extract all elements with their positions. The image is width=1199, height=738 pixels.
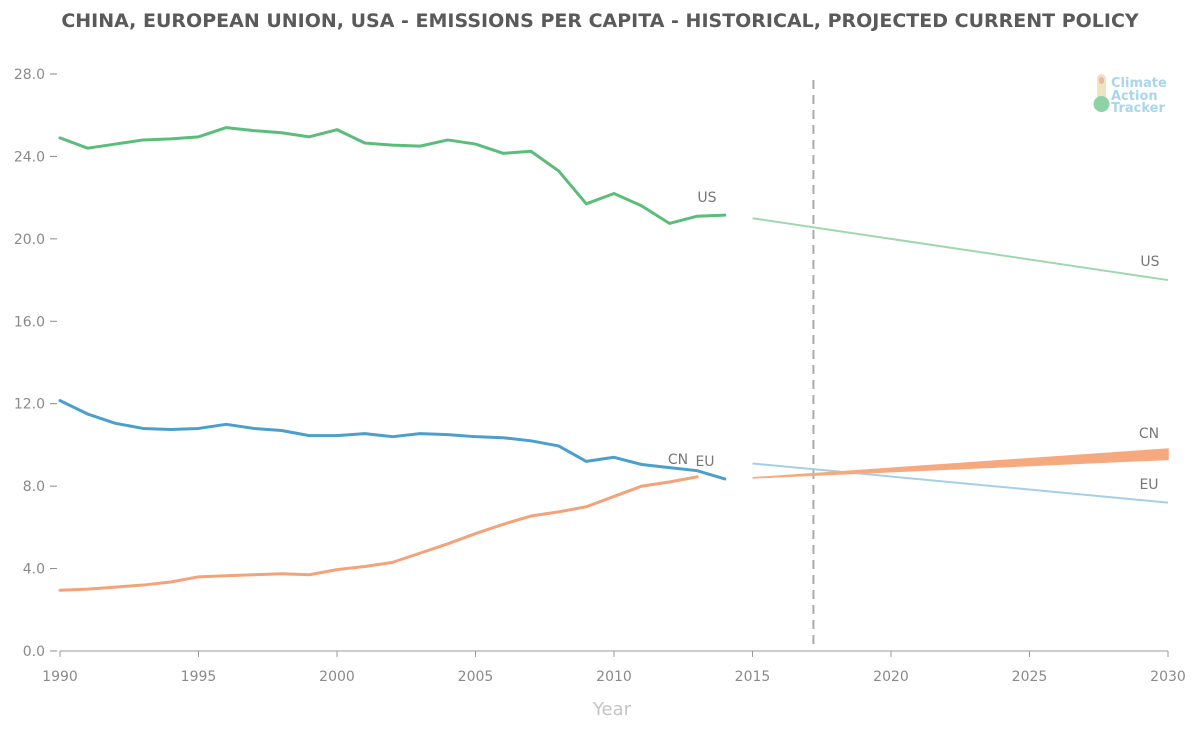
- x-tick-label: 2000: [319, 669, 355, 685]
- logo-text-line2: Action: [1111, 89, 1158, 104]
- projection-line-eu: [752, 462, 1169, 504]
- series-label-us-projected: US: [1140, 254, 1159, 270]
- series-label-us-historical: US: [697, 190, 716, 206]
- x-tick-label: 2020: [873, 669, 909, 685]
- projections-layer: [752, 217, 1169, 504]
- series-line-cn: [58, 475, 699, 592]
- projection-line-us: [752, 217, 1169, 282]
- thermometer-icon: [1093, 74, 1110, 112]
- historical-layer: [58, 126, 727, 592]
- logo-text-line1: Climate: [1111, 76, 1167, 91]
- logo-text-line3: Tracker: [1111, 101, 1165, 116]
- series-line-eu: [58, 399, 727, 481]
- y-tick-label: 16.0: [14, 314, 45, 330]
- x-tick-label: 2005: [458, 669, 494, 685]
- x-tick-label: 2025: [1012, 669, 1048, 685]
- projection-band-cn: [752, 448, 1169, 479]
- x-axis-title: Year: [592, 699, 632, 720]
- y-tick-label: 8.0: [23, 479, 45, 495]
- x-tick-label: 1990: [42, 669, 78, 685]
- series-label-cn-historical: CN: [668, 452, 688, 468]
- series-label-eu-projected: EU: [1139, 477, 1158, 493]
- climate-action-tracker-logo: Climate Action Tracker: [1093, 74, 1167, 116]
- x-tick-label: 2030: [1150, 669, 1186, 685]
- y-tick-label: 0.0: [23, 644, 45, 660]
- x-tick-label: 1995: [181, 669, 217, 685]
- y-axis: 0.0 4.0 8.0 12.0 16.0 20.0 24.0 28.0: [14, 67, 57, 660]
- series-label-eu-historical: EU: [695, 454, 714, 470]
- y-tick-label: 4.0: [23, 562, 45, 578]
- y-tick-label: 12.0: [14, 397, 45, 413]
- y-tick-label: 24.0: [14, 149, 45, 165]
- series-line-us: [58, 126, 727, 225]
- x-tick-label: 2015: [735, 669, 771, 685]
- series-label-cn-projected: CN: [1139, 426, 1159, 442]
- x-tick-label: 2010: [596, 669, 632, 685]
- x-axis: 1990 1995 2000 2005 2010 2015 2020 2025 2030: [42, 650, 1186, 685]
- chart-title: CHINA, EUROPEAN UNION, USA - EMISSIONS P…: [61, 10, 1139, 32]
- y-tick-label: 20.0: [14, 232, 45, 248]
- y-tick-label: 28.0: [14, 67, 45, 83]
